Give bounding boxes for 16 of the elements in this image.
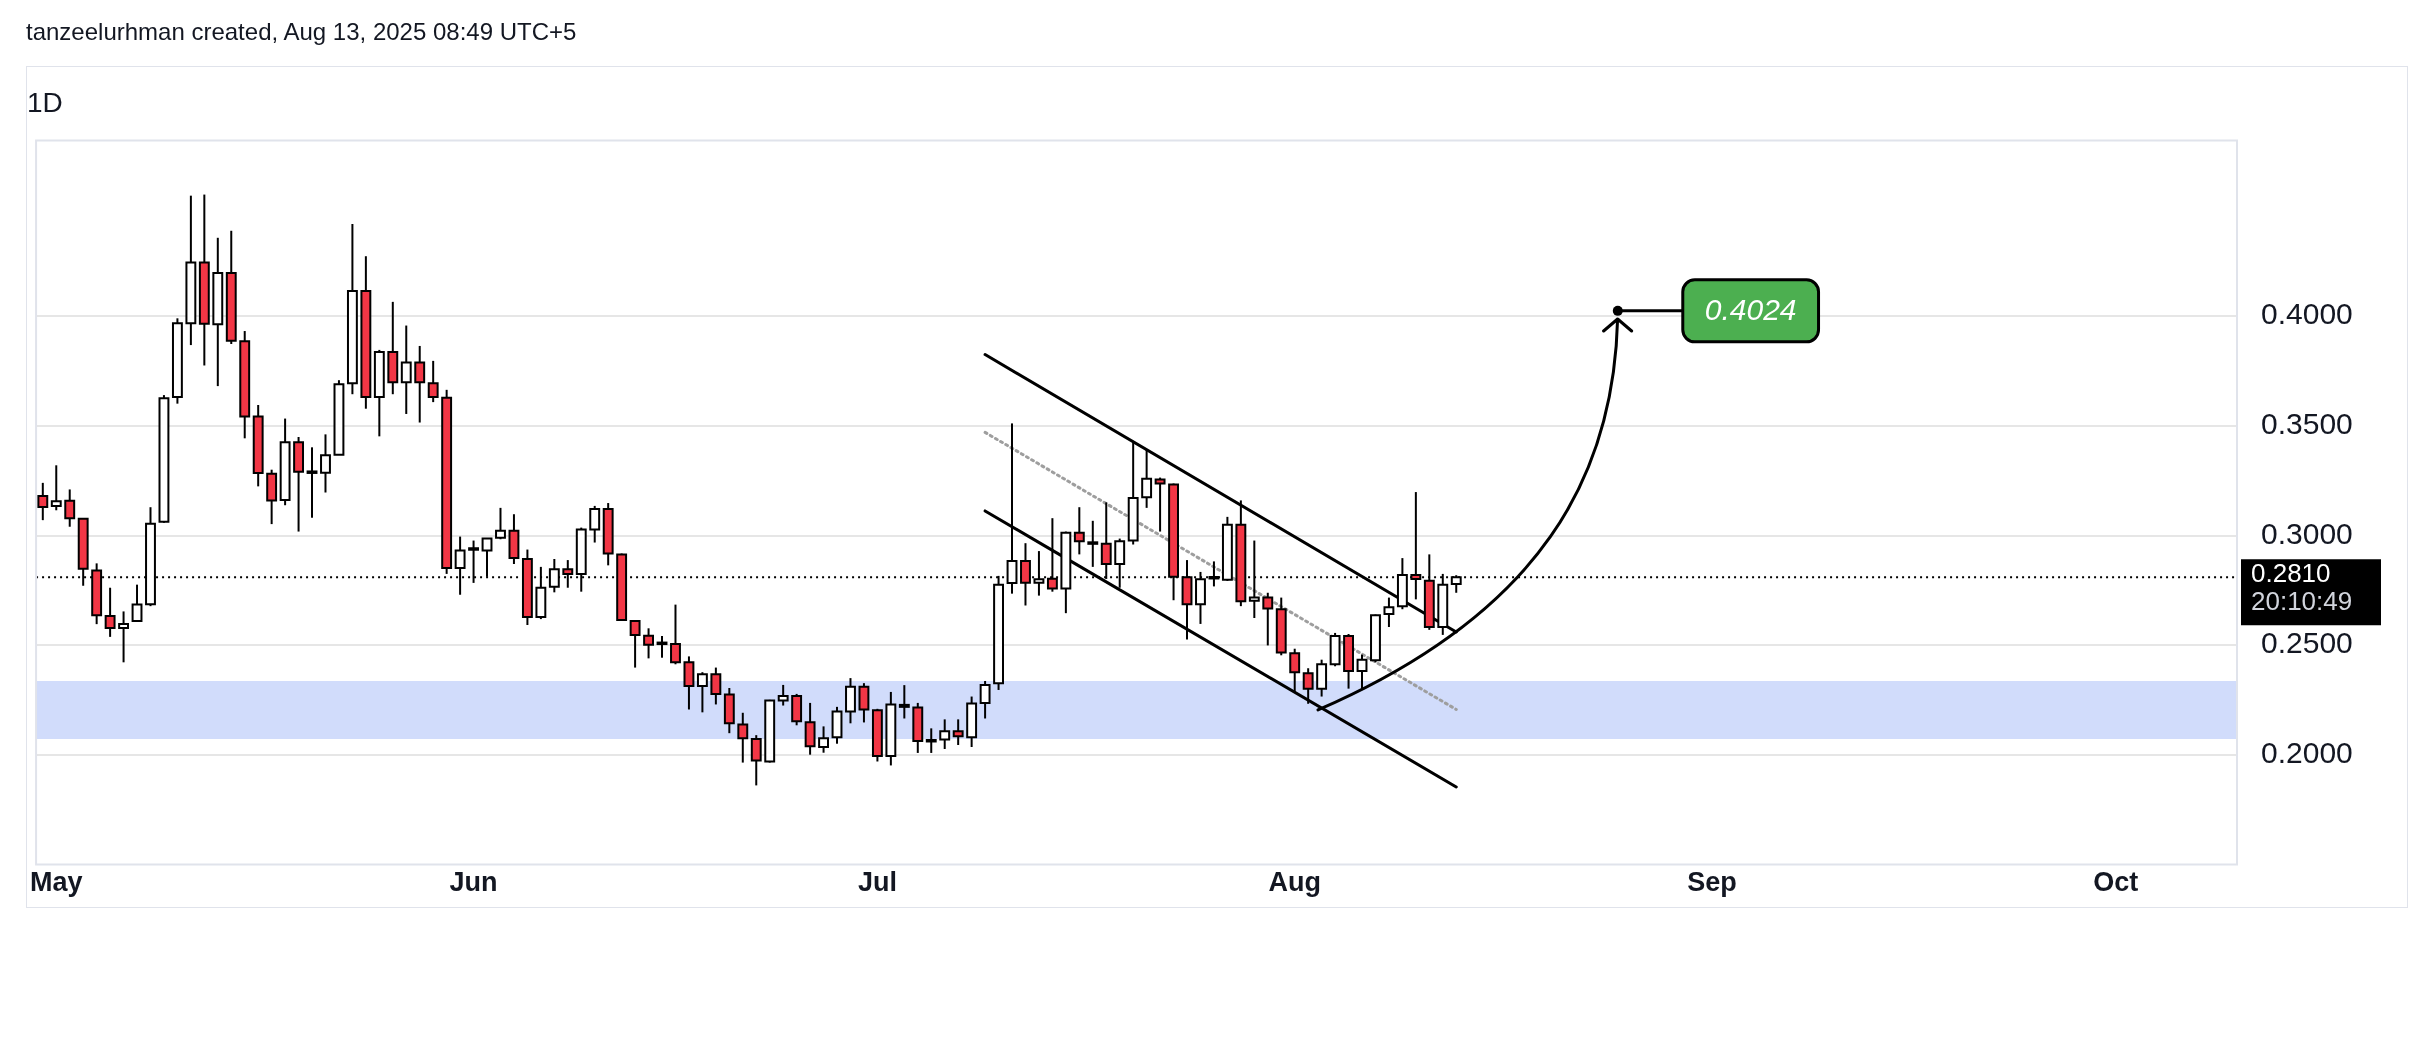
x-tick-label: May [30,867,83,898]
annotation: 0.4024 [1704,293,1797,327]
text: tanzeelurhman created, Aug 13, 2025 08:49 UTC+5 [26,18,577,46]
x-tick-label: Jun [449,867,498,898]
ref-line-label: 0.2810 [2251,558,2331,589]
x-tick-label: Jul [857,867,897,898]
x-tick-label: Sep [1687,867,1737,898]
y-tick-label: 0.2000 [2261,736,2353,770]
x-tick-label: Aug [1268,867,1321,898]
y-tick-label: 0.4000 [2261,297,2353,331]
y-tick-label: 0.3500 [2261,407,2353,441]
chart-title: 1D [27,86,63,118]
y-tick-label: 0.2500 [2261,626,2353,660]
y-tick-label: 0.3000 [2261,516,2353,550]
x-tick-label: Oct [2093,867,2139,898]
text: 20:10:49 [2251,586,2353,617]
